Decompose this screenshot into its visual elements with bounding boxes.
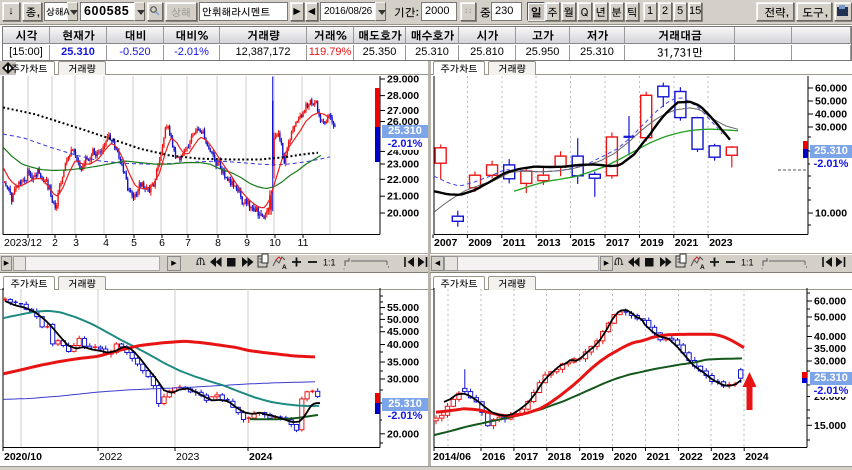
svg-text:A: A — [700, 264, 705, 271]
svg-text:1:1: 1:1 — [323, 258, 336, 268]
svg-text:1:1: 1:1 — [741, 258, 754, 268]
svg-text:A: A — [282, 264, 287, 271]
